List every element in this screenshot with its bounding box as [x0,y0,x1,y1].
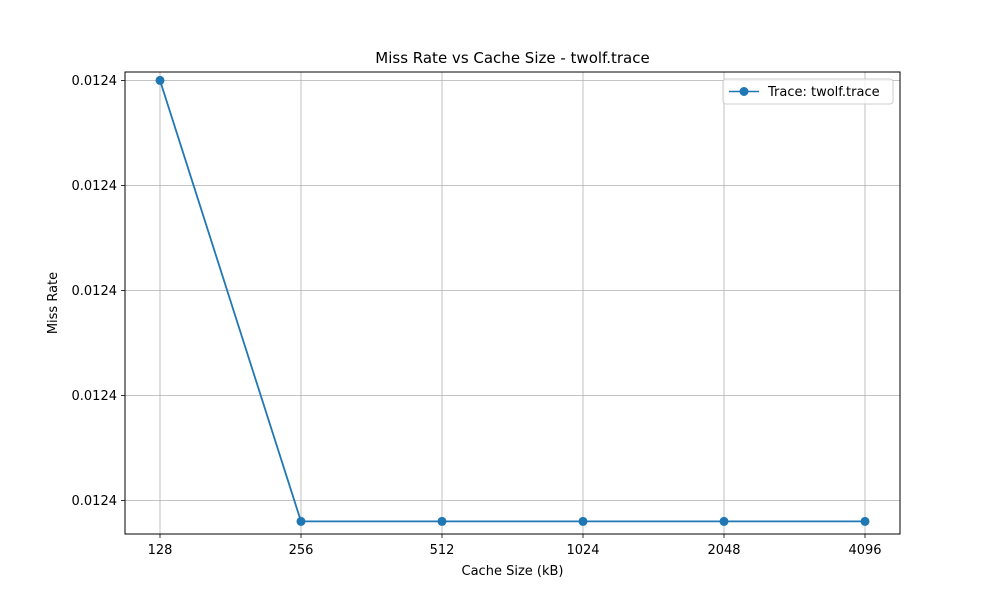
data-point [860,516,870,526]
y-axis-label: Miss Rate [46,272,61,334]
series-line [159,80,865,523]
data-point [155,75,165,85]
y-tick-label: 0.0124 [72,179,118,194]
legend-box [722,78,894,105]
plot-frame [124,71,901,535]
data-point [437,516,447,526]
legend: Trace: twolf.trace [722,78,894,105]
x-tick-label: 128 [148,543,173,558]
data-point [296,516,306,526]
y-tick-label: 0.0124 [72,389,118,404]
chart-title: Miss Rate vs Cache Size - twolf.trace [375,49,649,67]
y-tick-label: 0.0124 [72,284,118,299]
legend-label: Trace: twolf.trace [767,85,880,100]
series-layer [155,75,870,526]
legend-marker-icon [739,87,749,96]
y-tick-label: 0.0124 [72,494,118,509]
x-tick-label: 1024 [566,543,599,558]
x-tick-label: 512 [430,543,455,558]
x-axis-label: Cache Size (kB) [462,564,564,579]
y-tick-label: 0.0124 [72,74,118,89]
data-point [578,516,588,526]
data-point [719,516,729,526]
plot-area [125,72,900,534]
x-tick-label: 256 [289,543,314,558]
x-tick-label: 2048 [707,543,740,558]
x-tick-label: 4096 [848,543,881,558]
ticks: 128 256 512 1024 2048 4096 0.0124 0.0124 0.0124 0… [72,74,882,558]
